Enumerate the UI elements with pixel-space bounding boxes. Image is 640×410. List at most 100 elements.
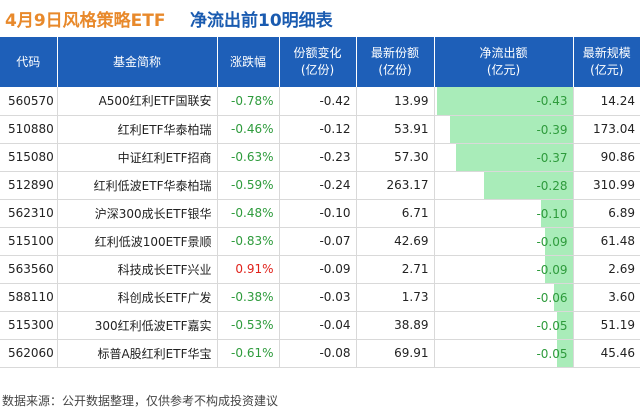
latest-shares: 38.89 [356,311,435,340]
share-change: -0.23 [279,143,357,172]
latest-scale: 61.48 [573,227,640,256]
fund-name: A500红利ETF国联安 [57,87,218,116]
net-outflow-cell: -0.43 [434,87,574,116]
page-title-subject: 净流出前10明细表 [190,11,333,31]
latest-scale: 51.19 [573,311,640,340]
code: 563560 [0,255,58,284]
net-outflow: -0.09 [536,234,568,249]
code: 515100 [0,227,58,256]
net-outflow-cell: -0.28 [434,171,574,200]
latest-shares: 1.73 [356,283,435,312]
header-share-change: 份额变化 (亿份) [279,37,357,87]
fund-name: 红利低波ETF华泰柏瑞 [57,171,218,200]
change-pct: -0.38% [217,283,280,312]
table-row: 510880 红利ETF华泰柏瑞 -0.46% -0.12 53.91 -0.39 173.… [0,115,640,144]
outflow-bar [483,171,572,198]
code: 510880 [0,115,58,144]
fund-name: 中证红利ETF招商 [57,143,218,172]
latest-scale: 3.60 [573,283,640,312]
etf-outflow-table: 代码 基金简称 涨跌幅 份额变化 (亿份) 最新份额 (亿份) 净流出额 (亿元… [0,37,640,368]
share-change: -0.04 [279,311,357,340]
net-outflow-cell: -0.39 [434,115,574,144]
net-outflow: -0.05 [536,318,568,333]
net-outflow: -0.28 [536,178,568,193]
latest-shares: 6.71 [356,199,435,228]
net-outflow: -0.43 [536,94,568,108]
share-change: -0.12 [279,115,357,144]
change-pct: -0.78% [217,87,280,116]
outflow-bar [553,283,572,310]
code: 562060 [0,339,58,368]
table-row: 562060 标普A股红利ETF华宝 -0.61% -0.08 69.91 -0.05 45… [0,339,640,368]
net-outflow: -0.05 [536,346,568,361]
share-change: -0.42 [279,87,357,116]
table-header-row: 代码 基金简称 涨跌幅 份额变化 (亿份) 最新份额 (亿份) 净流出额 (亿元… [0,37,640,87]
change-pct: -0.59% [217,171,280,200]
fund-name: 沪深300成长ETF银华 [57,199,218,228]
net-outflow: -0.09 [536,262,568,277]
fund-name: 科创成长ETF广发 [57,283,218,312]
outflow-bar [556,311,572,338]
latest-shares: 263.17 [356,171,435,200]
share-change: -0.07 [279,227,357,256]
outflow-bar [556,339,572,366]
code: 515300 [0,311,58,340]
change-pct: -0.48% [217,199,280,228]
change-pct: 0.91% [217,255,280,284]
outflow-bar [436,87,572,114]
latest-shares: 69.91 [356,339,435,368]
header-outflow: 净流出额 (亿元) [434,37,574,87]
net-outflow-cell: -0.09 [434,255,574,284]
table-row: 512890 红利低波ETF华泰柏瑞 -0.59% -0.24 263.17 -0.28 3… [0,171,640,200]
net-outflow: -0.39 [536,122,568,137]
latest-scale: 90.86 [573,143,640,172]
table-row: 515300 300红利低波ETF嘉实 -0.53% -0.04 38.89 -0.05 5… [0,311,640,340]
header-code: 代码 [0,37,58,87]
change-pct: -0.83% [217,227,280,256]
header-name: 基金简称 [57,37,218,87]
code: 560570 [0,87,58,116]
code: 562310 [0,199,58,228]
change-pct: -0.63% [217,143,280,172]
latest-shares: 2.71 [356,255,435,284]
latest-scale: 310.99 [573,171,640,200]
title-bar: 4月9日风格策略ETF 净流出前10明细表 [0,0,640,36]
fund-name: 红利低波100ETF景顺 [57,227,218,256]
net-outflow-cell: -0.10 [434,199,574,228]
net-outflow-cell: -0.05 [434,311,574,340]
share-change: -0.08 [279,339,357,368]
latest-scale: 45.46 [573,339,640,368]
latest-scale: 6.89 [573,199,640,228]
latest-shares: 53.91 [356,115,435,144]
change-pct: -0.46% [217,115,280,144]
header-scale: 最新规模 (亿元) [573,37,640,87]
net-outflow: -0.37 [536,150,568,165]
table-row: 563560 科技成长ETF兴业 0.91% -0.09 2.71 -0.09 2.69 [0,255,640,284]
net-outflow-cell: -0.09 [434,227,574,256]
net-outflow-cell: -0.05 [434,339,574,368]
latest-scale: 14.24 [573,87,640,116]
net-outflow-cell: -0.37 [434,143,574,172]
share-change: -0.03 [279,283,357,312]
share-change: -0.10 [279,199,357,228]
table-row: 562310 沪深300成长ETF银华 -0.48% -0.10 6.71 -0.10 6.… [0,199,640,228]
fund-name: 科技成长ETF兴业 [57,255,218,284]
page-title-date: 4月9日风格策略ETF [5,11,166,31]
outflow-bar [455,143,572,170]
outflow-bar [544,255,572,282]
table-row: 515080 中证红利ETF招商 -0.63% -0.23 57.30 -0.37 90.8… [0,143,640,172]
net-outflow: -0.06 [536,290,568,305]
table-row: 515100 红利低波100ETF景顺 -0.83% -0.07 42.69 -0.09 6… [0,227,640,256]
code: 515080 [0,143,58,172]
latest-shares: 57.30 [356,143,435,172]
change-pct: -0.53% [217,311,280,340]
fund-name: 300红利低波ETF嘉实 [57,311,218,340]
net-outflow-cell: -0.06 [434,283,574,312]
latest-shares: 13.99 [356,87,435,116]
outflow-bar [449,115,572,142]
table-row: 588110 科创成长ETF广发 -0.38% -0.03 1.73 -0.06 3.60 [0,283,640,312]
header-shares: 最新份额 (亿份) [356,37,435,87]
net-outflow: -0.10 [536,206,568,221]
code: 512890 [0,171,58,200]
change-pct: -0.61% [217,339,280,368]
